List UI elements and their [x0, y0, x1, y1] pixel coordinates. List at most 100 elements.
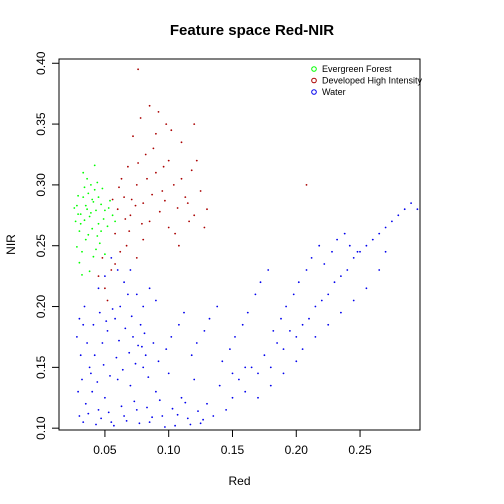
data-point [272, 330, 275, 332]
legend-item: Water [311, 87, 346, 97]
data-point [193, 378, 196, 381]
data-point [195, 159, 198, 162]
series-0 [73, 164, 116, 276]
data-point [203, 330, 206, 332]
data-point [193, 214, 196, 217]
data-point [314, 305, 317, 308]
data-point [384, 226, 387, 229]
data-point [250, 366, 253, 369]
data-point [193, 123, 196, 125]
data-point [333, 281, 336, 284]
data-point [180, 141, 183, 144]
data-point [127, 165, 129, 168]
data-point [114, 232, 116, 235]
data-point [87, 412, 90, 415]
data-point [244, 390, 247, 393]
data-point [84, 402, 87, 405]
y-tick-label: 0.40 [34, 51, 48, 75]
data-point [359, 250, 361, 253]
data-point [282, 372, 285, 375]
data-point [146, 406, 148, 409]
data-point [391, 220, 393, 223]
data-point [282, 348, 285, 350]
data-point [111, 198, 114, 201]
data-point [410, 202, 412, 205]
data-point [378, 269, 381, 271]
data-point [77, 213, 79, 216]
x-tick-label: 0.25 [348, 443, 372, 457]
data-point [83, 186, 86, 189]
data-point [109, 375, 111, 377]
data-point [95, 423, 97, 426]
data-point [73, 207, 76, 209]
data-point [199, 190, 202, 192]
y-tick-label: 0.10 [34, 416, 48, 440]
data-point [151, 416, 154, 419]
data-point [285, 305, 287, 308]
data-point [132, 336, 134, 338]
data-point [167, 159, 170, 162]
data-point [90, 372, 92, 375]
data-point [269, 366, 272, 369]
data-point [77, 390, 79, 393]
legend-item: Evergreen Forest [311, 64, 392, 74]
data-point [86, 208, 88, 211]
data-point [183, 311, 185, 314]
y-axis-label: NIR [4, 234, 18, 255]
data-point [142, 366, 145, 369]
y-tick-label: 0.15 [34, 355, 48, 379]
data-point [143, 332, 146, 335]
data-point [146, 177, 148, 180]
data-point [104, 253, 106, 256]
data-point [246, 311, 249, 314]
data-point [340, 275, 342, 277]
data-point [125, 244, 128, 247]
data-point [132, 135, 134, 138]
data-point [259, 281, 262, 284]
data-point [123, 415, 125, 417]
data-point [212, 415, 215, 417]
data-point [346, 269, 349, 271]
data-point [195, 342, 198, 344]
data-point [116, 378, 119, 381]
data-point [142, 305, 145, 308]
data-point [164, 426, 166, 428]
data-point [305, 269, 308, 271]
data-point [165, 123, 168, 125]
data-point [257, 372, 259, 375]
data-point [238, 378, 240, 381]
data-point [98, 242, 101, 245]
legend-item: Developed High Intensity [311, 76, 423, 86]
data-point [343, 232, 346, 235]
data-point [79, 222, 82, 225]
data-point [225, 409, 228, 411]
data-point [267, 269, 270, 271]
y-axis: 0.10 0.15 0.20 0.25 0.30 0.35 0.40 [34, 51, 60, 440]
data-point [115, 356, 118, 359]
data-point [87, 233, 90, 236]
data-point [269, 384, 272, 387]
x-axis-label: Red [228, 474, 250, 488]
data-point [137, 162, 140, 164]
data-point [297, 281, 300, 284]
data-point [82, 171, 85, 174]
data-point [92, 201, 95, 203]
data-point [91, 227, 94, 230]
data-point [314, 336, 317, 338]
data-point [165, 348, 168, 350]
y-tick-label: 0.20 [34, 295, 48, 319]
data-point [97, 222, 100, 225]
legend-marker [311, 77, 317, 84]
legend: Evergreen Forest Developed High Intensity… [311, 64, 423, 97]
data-point [352, 257, 355, 259]
data-point [336, 238, 338, 241]
data-point [147, 376, 150, 378]
data-point [190, 354, 193, 357]
data-point [107, 207, 110, 209]
x-tick-label: 0.05 [93, 443, 117, 457]
data-point [104, 209, 106, 212]
data-point [152, 147, 155, 150]
data-point [134, 204, 137, 207]
data-point [88, 215, 91, 218]
data-point [106, 330, 109, 332]
